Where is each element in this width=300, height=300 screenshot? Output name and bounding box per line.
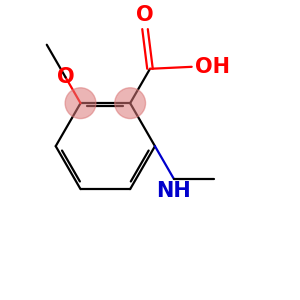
Circle shape [65,88,96,118]
Text: O: O [57,68,74,87]
Text: O: O [136,5,154,25]
Text: NH: NH [156,181,191,201]
Circle shape [115,88,146,118]
Text: OH: OH [195,57,230,77]
